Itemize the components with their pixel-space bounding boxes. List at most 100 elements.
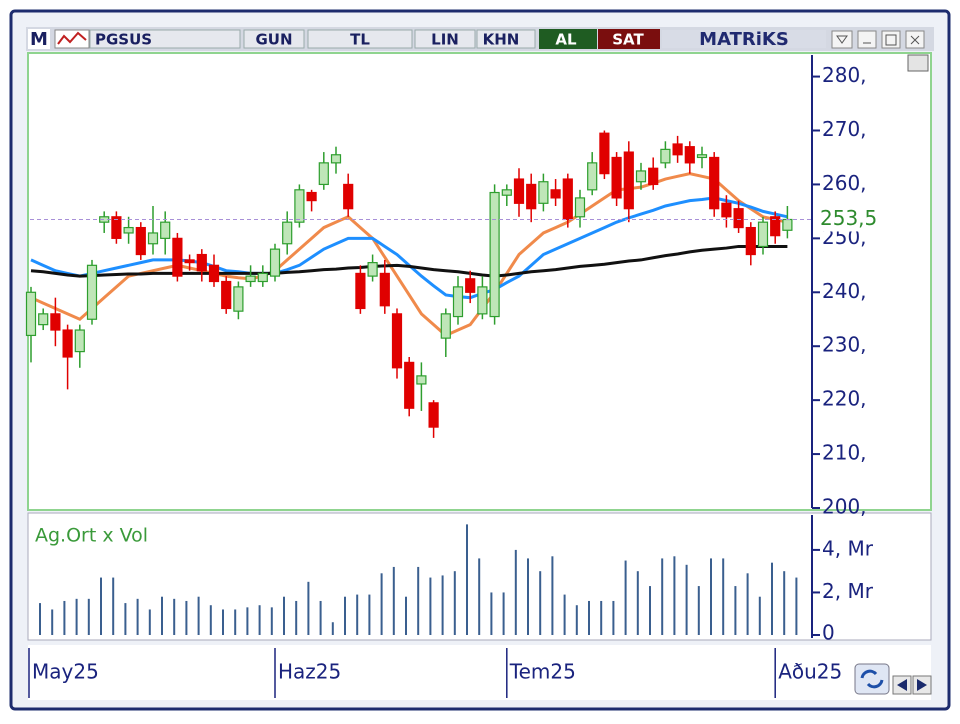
currency-button[interactable]: [307, 29, 413, 49]
candle-body: [709, 156, 720, 210]
volume-bar: [234, 609, 237, 635]
minimize-button[interactable]: [857, 30, 877, 49]
candle-body: [355, 272, 366, 310]
volume-bar: [185, 600, 188, 635]
volume-bar: [697, 586, 700, 635]
panel-button[interactable]: [907, 54, 929, 72]
sell: SAT: [612, 31, 644, 49]
y-tick-label: 4, Mr: [822, 536, 874, 560]
sell-button[interactable]: [598, 29, 660, 49]
date-axis-panel: [28, 645, 931, 700]
candle-body: [269, 248, 281, 277]
last-price-label: 253,5: [820, 206, 877, 230]
moving-average: [30, 172, 788, 338]
volume-bar: [258, 605, 261, 635]
scale-button[interactable]: [414, 29, 476, 49]
volume-bar: [563, 594, 566, 635]
symbol: PGSUS: [95, 31, 152, 49]
mode-button[interactable]: [476, 29, 536, 49]
candle-body: [391, 313, 403, 369]
y-tick-label: 230,: [822, 333, 867, 357]
y-tick-label: 0: [822, 621, 835, 645]
x-tick-label: May25: [32, 660, 99, 684]
volume-bar: [246, 607, 249, 635]
volume-bar: [771, 562, 773, 635]
logo-box: [28, 29, 50, 49]
candle-body: [74, 329, 85, 353]
volume-bar: [319, 600, 322, 635]
volume-bar: [722, 558, 725, 635]
volume-title: Ag.Ort x Vol: [35, 525, 148, 547]
volume-bar: [795, 577, 798, 635]
candle-body: [111, 216, 122, 239]
volume-bar: [734, 586, 737, 635]
candle-body: [660, 148, 671, 164]
volume-bar: [673, 556, 676, 635]
x-tick-label: Tem25: [509, 660, 576, 684]
volume-bar: [514, 549, 517, 635]
volume-bar: [429, 577, 432, 635]
volume-bar: [344, 596, 346, 635]
candle-body: [672, 143, 683, 156]
candle-body: [404, 361, 415, 409]
candle-body: [147, 232, 159, 245]
candle-body: [416, 375, 427, 385]
candle-body: [721, 202, 732, 218]
volume-bar: [758, 596, 761, 635]
window-glyphs: [863, 34, 920, 46]
x-tick-label: Haz25: [278, 660, 341, 684]
volume-bar: [63, 600, 66, 635]
volume-bar: [636, 571, 639, 635]
volume-bar: [209, 605, 212, 635]
volume-bar: [307, 581, 310, 635]
volume-bar: [161, 596, 163, 635]
y-tick-label: 280,: [822, 63, 867, 87]
candle-body: [526, 183, 537, 210]
candle-body: [501, 189, 512, 196]
candle-body: [477, 286, 488, 315]
candle-body: [123, 226, 134, 234]
candle-body: [465, 278, 476, 293]
symbol-field[interactable]: [89, 29, 241, 49]
candle-body: [135, 226, 146, 256]
candle-body: [221, 280, 232, 310]
volume-bar: [356, 594, 359, 635]
candle-body: [684, 146, 695, 164]
y-tick-label: 260,: [822, 171, 867, 195]
period-button[interactable]: [243, 29, 305, 49]
candle-body: [379, 272, 390, 307]
period: GUN: [255, 31, 292, 49]
brand: MATRiKS: [699, 29, 789, 50]
volume-bar: [417, 566, 420, 635]
candle-body: [282, 221, 293, 245]
volume-bar: [441, 575, 444, 635]
volume-bar: [124, 603, 127, 635]
volume-bar: [783, 571, 786, 635]
volume-bar: [51, 609, 54, 635]
volume-bar: [331, 622, 334, 635]
candle-body: [696, 154, 708, 159]
candle-body: [599, 132, 610, 175]
volume-bar: [173, 598, 176, 635]
candle-body: [318, 162, 329, 186]
volume-bar: [502, 592, 505, 635]
candle-body: [782, 218, 793, 231]
refresh-glyph: [860, 669, 884, 689]
buy-button[interactable]: [539, 29, 597, 49]
y-tick-label: 200,: [822, 495, 867, 519]
candle-body: [245, 275, 256, 283]
y-tick-label: 2, Mr: [822, 579, 874, 603]
candle-body: [86, 264, 98, 320]
menu-button[interactable]: [831, 30, 853, 49]
scale: LIN: [431, 31, 459, 49]
refresh-button[interactable]: [854, 663, 890, 695]
volume-bar: [148, 609, 151, 635]
candle-body: [428, 402, 439, 428]
volume-bar: [270, 607, 273, 635]
candle-body: [452, 286, 464, 318]
candle-body: [757, 221, 769, 248]
candle-body: [257, 272, 268, 283]
volume-bar: [624, 560, 627, 635]
candle-body: [489, 191, 500, 318]
